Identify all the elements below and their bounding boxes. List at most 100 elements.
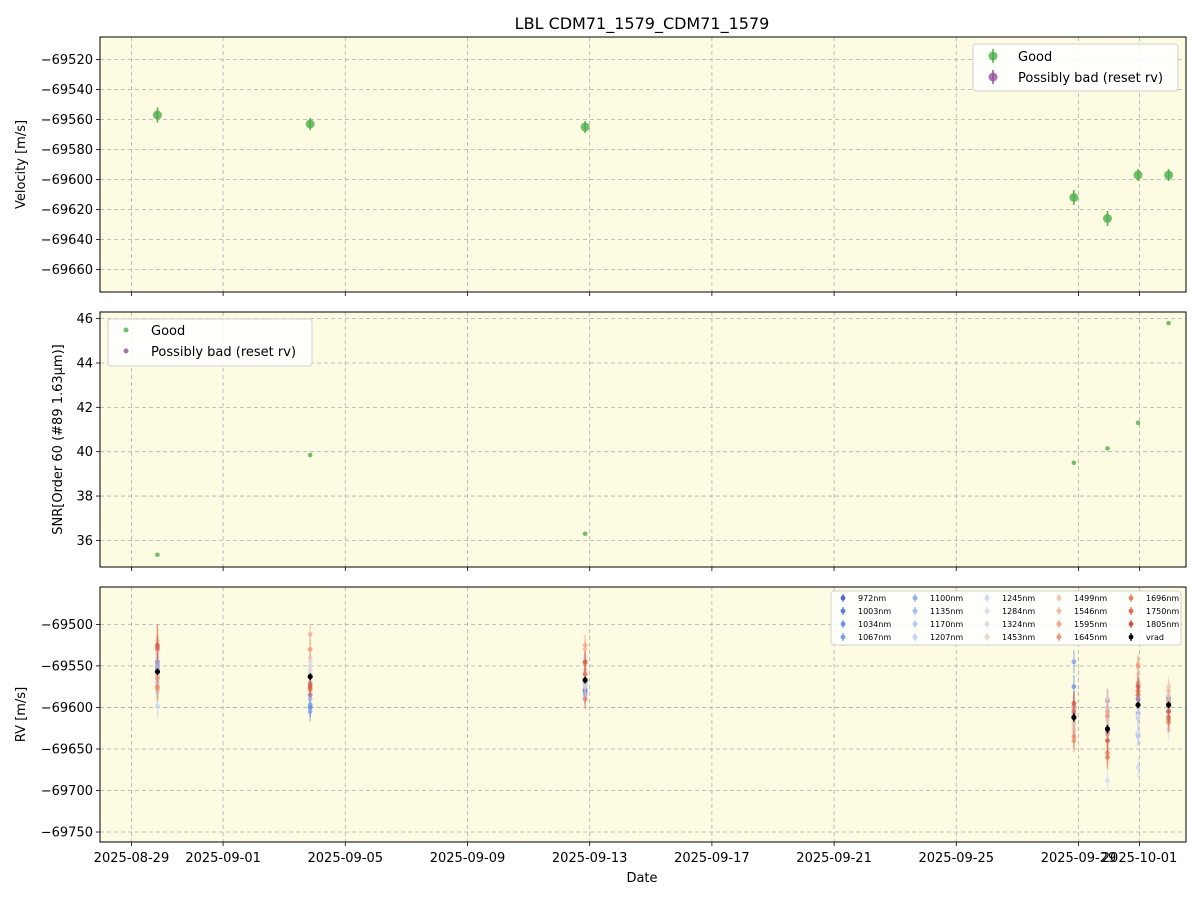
legend-bad-marker-velocity xyxy=(988,72,998,82)
y-tick-label: −69600 xyxy=(41,701,93,716)
legend-label: vrad xyxy=(1146,633,1164,642)
band-point xyxy=(1071,734,1077,739)
legend-label: 1003nm xyxy=(858,607,891,616)
marks-snr xyxy=(155,320,1171,558)
band-point xyxy=(1135,764,1141,770)
legend-marker xyxy=(1056,621,1062,627)
y-tick-label: −69620 xyxy=(41,203,93,218)
legend-good-label-velocity: Good xyxy=(1018,50,1052,65)
ylabel-rv: RV [m/s] xyxy=(14,687,29,742)
band-point xyxy=(1135,663,1141,669)
xticks-rv: 2025-08-29 2025-09-01 2025-09-05 2025-09-09… xyxy=(94,851,1178,866)
legend-label: 1696nm xyxy=(1146,594,1179,603)
band-point xyxy=(582,696,588,702)
legend-marker xyxy=(1056,608,1062,614)
legend-label: 1645nm xyxy=(1074,633,1107,642)
vrad-point xyxy=(307,674,313,680)
legend-label: 1324nm xyxy=(1002,620,1035,629)
y-tick-label: −69660 xyxy=(41,263,93,278)
legend-label: 1805nm xyxy=(1146,620,1179,629)
band-point xyxy=(1105,696,1110,702)
y-tick-label: −69550 xyxy=(41,659,93,674)
x-tick-label: 2025-09-17 xyxy=(674,851,750,866)
snr-point xyxy=(307,452,313,458)
band-point xyxy=(1105,778,1110,783)
legend-velocity[interactable]: Good Possibly bad (reset rv) xyxy=(972,43,1179,92)
y-tick-label: −69580 xyxy=(41,143,93,158)
legend-good-marker-velocity xyxy=(988,51,998,61)
band-point xyxy=(307,684,313,690)
band-point xyxy=(1166,698,1171,704)
legend-box-rv xyxy=(830,590,1182,646)
band-point xyxy=(582,659,588,665)
legend-label: 1135nm xyxy=(930,607,963,616)
legend-marker xyxy=(1128,621,1134,627)
panel-velocity: −69520 −69540 −69560 −69580 −69600 −69620 −696… xyxy=(14,36,1187,296)
x-tick-label: 2025-09-09 xyxy=(430,851,506,866)
legend-good-marker-snr xyxy=(123,327,129,333)
band-point xyxy=(155,703,160,709)
velocity-point xyxy=(1069,193,1079,202)
band-point xyxy=(1071,684,1077,690)
legend-marker xyxy=(840,595,846,601)
vrad-point xyxy=(154,669,161,675)
legend-marker xyxy=(1128,634,1134,640)
band-point xyxy=(1105,738,1110,744)
legend-label: 1245nm xyxy=(1002,594,1035,603)
legend-marker xyxy=(912,621,918,627)
band-point xyxy=(1135,684,1141,690)
y-tick-label: 40 xyxy=(76,445,93,460)
band-point xyxy=(1166,688,1171,694)
band-point xyxy=(307,709,313,714)
frame-velocity xyxy=(99,36,1187,293)
legend-label: 1284nm xyxy=(1002,607,1035,616)
y-tick-label: 44 xyxy=(76,357,93,372)
y-tick-label: 46 xyxy=(76,312,93,327)
legend-rv[interactable]: 972nm 1003nm 1034nm 1067nm 1100nm 1135nm 1170n… xyxy=(830,590,1182,646)
legend-marker xyxy=(1128,608,1134,614)
y-tick-label: 42 xyxy=(76,401,93,416)
band-point xyxy=(1105,713,1110,719)
band-point xyxy=(582,642,588,648)
snr-point xyxy=(155,552,160,558)
snr-point xyxy=(582,531,588,537)
legend-bad-label-velocity: Possibly bad (reset rv) xyxy=(1018,71,1163,86)
legend-label: 1170nm xyxy=(930,620,963,629)
legend-marker xyxy=(984,634,990,640)
y-tick-label: −69560 xyxy=(41,113,93,128)
ticks-velocity: −69520 −69540 −69560 −69580 −69600 −69620 −696… xyxy=(41,53,1140,296)
legend-label: 1595nm xyxy=(1074,620,1107,629)
band-point xyxy=(155,684,160,690)
x-tick-label: 2025-10-01 xyxy=(1102,851,1178,866)
legend-label: 1499nm xyxy=(1074,594,1107,603)
velocity-point xyxy=(152,110,162,120)
ticks-snr: 36 38 40 42 44 46 xyxy=(76,312,1140,571)
y-tick-label: 38 xyxy=(76,490,93,505)
legend-snr[interactable]: Good Possibly bad (reset rv) xyxy=(107,318,313,367)
vrad-point xyxy=(1104,726,1111,732)
velocity-point xyxy=(305,119,315,129)
vrad-point xyxy=(1135,702,1141,708)
legend-marker xyxy=(912,595,918,601)
legend-label: 972nm xyxy=(858,594,886,603)
y-tick-label: −69700 xyxy=(41,784,93,799)
legend-marker xyxy=(984,595,990,601)
ticks-rv: −69500 −69550 −69600 −69650 −69700 −69750 xyxy=(41,618,1140,846)
y-tick-label: −69600 xyxy=(41,173,93,188)
band-point xyxy=(1135,713,1141,719)
legend-marker xyxy=(912,608,918,614)
ylabel-snr: SNR[Order 60 (#89 1.63μm)] xyxy=(51,344,66,535)
velocity-point xyxy=(580,122,590,132)
x-tick-label: 2025-09-05 xyxy=(308,851,384,866)
grid-snr xyxy=(100,312,1186,567)
snr-point xyxy=(1166,320,1171,326)
y-tick-label: −69520 xyxy=(41,53,93,68)
legend-label: 1100nm xyxy=(930,594,963,603)
marks-rv xyxy=(154,624,1172,793)
legend-marker xyxy=(840,621,846,627)
legend-box-velocity xyxy=(972,43,1179,92)
legend-marker xyxy=(1128,595,1134,601)
legend-marker xyxy=(840,608,846,614)
x-tick-label: 2025-09-13 xyxy=(552,851,628,866)
